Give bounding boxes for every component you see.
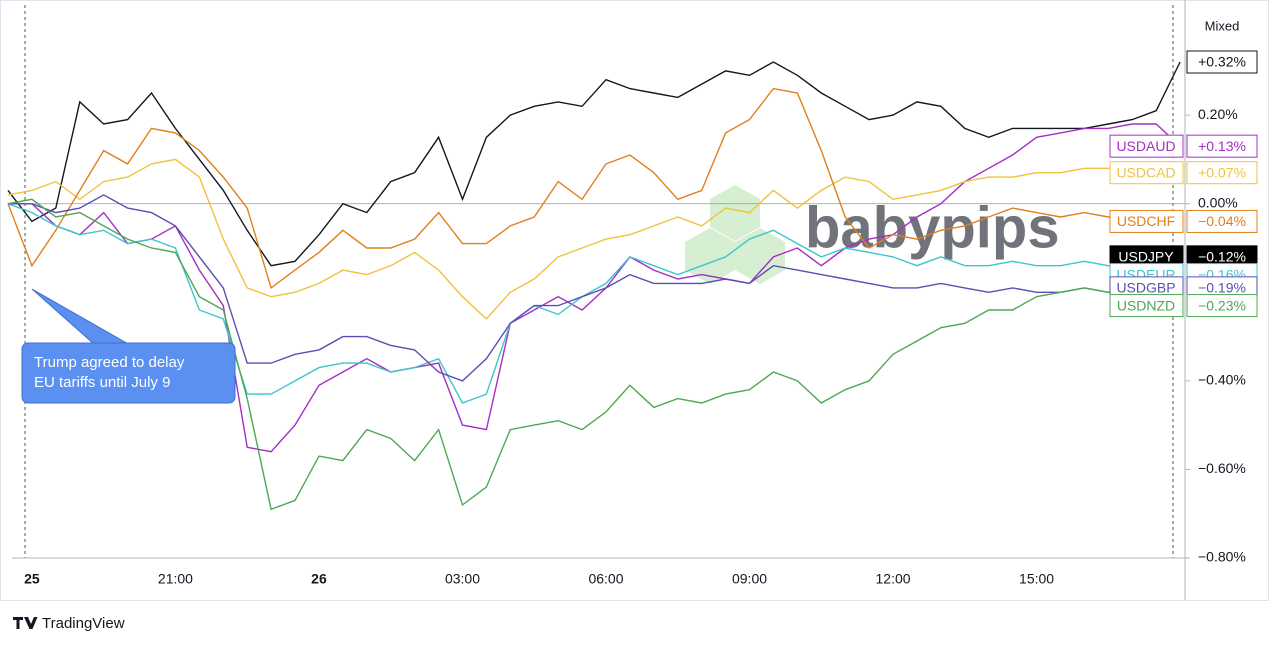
- annotation: Trump agreed to delay EU tariffs until J…: [21, 288, 236, 404]
- series-line: [8, 123, 1181, 453]
- series-line: [7, 61, 1181, 267]
- watermark: babypips: [805, 195, 1060, 260]
- y-tick-label: 0.00%: [1198, 194, 1238, 210]
- series-name-box: [1109, 161, 1184, 185]
- x-tick-label: 21:00: [158, 571, 193, 587]
- value-label: −0.23%: [1198, 297, 1246, 313]
- series-name: USDCAD: [1116, 164, 1175, 180]
- series-line: [8, 194, 1181, 382]
- x-tick-label: 12:00: [876, 571, 911, 587]
- series-line: [7, 158, 1181, 320]
- x-tick-label: 25: [24, 571, 40, 587]
- x-tick-label: 26: [311, 571, 327, 587]
- series-name-box: [1109, 294, 1184, 318]
- scale-mode: Mixed: [1205, 18, 1240, 33]
- y-tick-label: −0.40%: [1198, 372, 1246, 388]
- watermark-logo: [685, 185, 785, 284]
- x-tick-label: 15:00: [1019, 571, 1054, 587]
- series-name: USDAUD: [1116, 138, 1175, 154]
- series-name: USDGBP: [1116, 280, 1175, 296]
- y-tick-label: −0.80%: [1198, 549, 1246, 565]
- series-name-box: [1109, 134, 1184, 158]
- y-tick-label: 0.20%: [1198, 106, 1238, 122]
- value-label: +0.32%: [1198, 54, 1246, 70]
- x-tick-label: 09:00: [732, 571, 767, 587]
- value-label: +0.13%: [1198, 138, 1246, 154]
- y-tick-label: −0.60%: [1198, 460, 1246, 476]
- series-line: [7, 203, 1181, 404]
- value-label: −0.04%: [1198, 213, 1246, 229]
- logo: [13, 617, 38, 629]
- x-tick-label: 03:00: [445, 571, 480, 587]
- footer: TradingView: [42, 615, 125, 632]
- series-name: USDNZD: [1117, 297, 1175, 313]
- annotation-text: EU tariffs until July 9: [34, 374, 170, 391]
- frame: [0, 0, 1269, 601]
- series-line: [7, 87, 1181, 290]
- value-label: +0.07%: [1198, 164, 1246, 180]
- value-box: [1186, 294, 1258, 318]
- value-box: [1186, 161, 1258, 185]
- value-box: [1186, 134, 1258, 158]
- annotation-text: Trump agreed to delay: [34, 354, 185, 371]
- value-box: [1186, 50, 1258, 74]
- value-label: −0.12%: [1198, 249, 1246, 265]
- series-name: USDJPY: [1118, 249, 1174, 265]
- plot: 0.20% 0.00% −0.40% −0.60% −0.80% 25 21:00 26 03:…: [7, 50, 1258, 587]
- x-tick-label: 06:00: [588, 571, 623, 587]
- value-label: −0.19%: [1198, 280, 1246, 296]
- value-box: [1186, 209, 1258, 233]
- series-line: [7, 198, 1181, 511]
- series-name: USDCHF: [1117, 213, 1175, 229]
- series-name-box: [1109, 209, 1184, 233]
